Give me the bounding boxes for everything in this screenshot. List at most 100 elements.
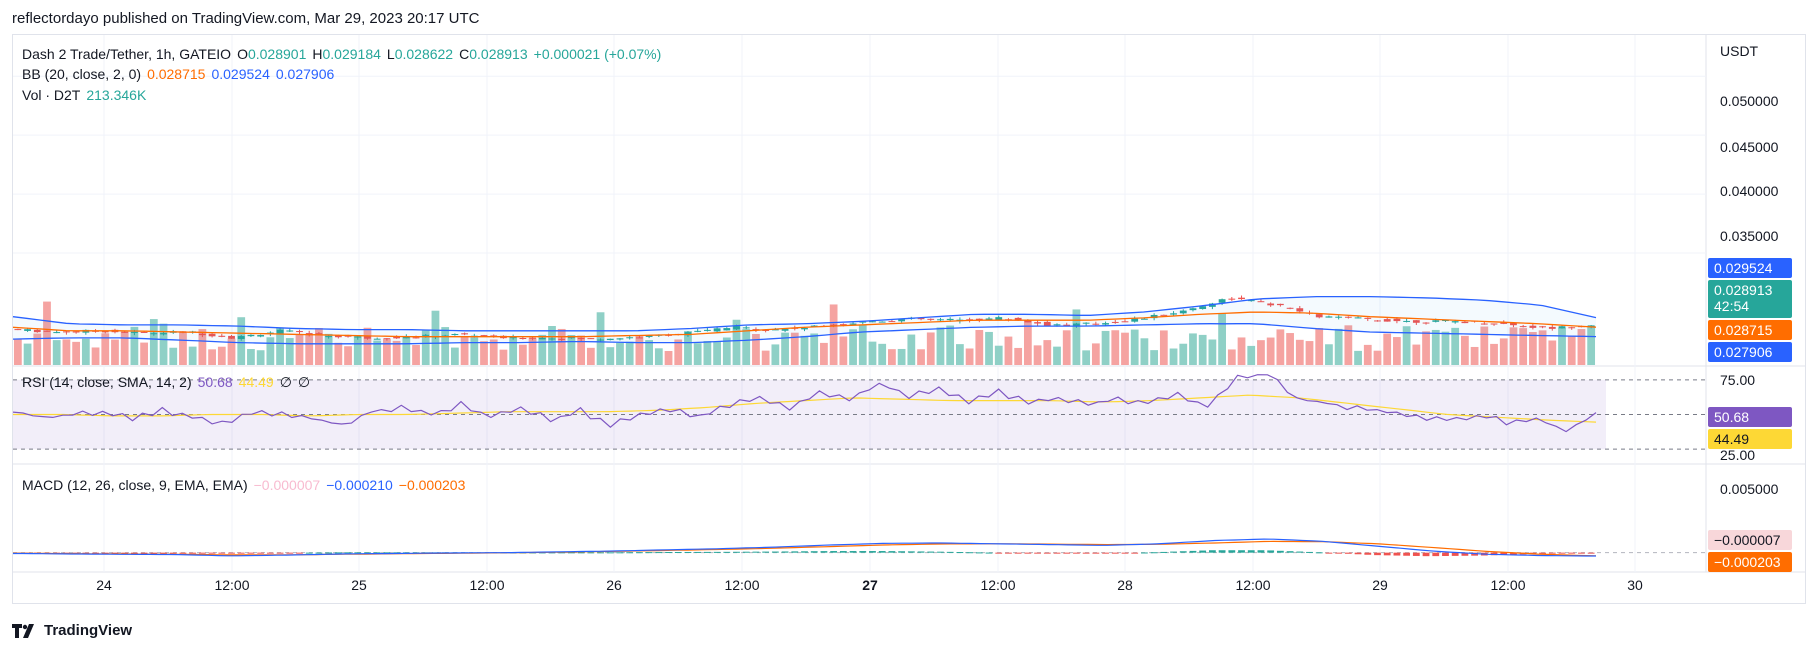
volume-bar xyxy=(1062,330,1071,365)
macd-hist-bar xyxy=(111,552,119,554)
volume-bar xyxy=(1334,328,1343,365)
macd-hist-bar xyxy=(1383,552,1391,556)
symbol-title[interactable]: Dash 2 Trade/Tether, 1h, GATEIO xyxy=(22,46,232,62)
volume-bar xyxy=(1363,344,1372,365)
rsi-label[interactable]: RSI (14, close, SMA, 14, 2) xyxy=(22,374,192,390)
macd-hist-bar xyxy=(393,552,401,554)
tradingview-brand[interactable]: TradingView xyxy=(12,622,132,639)
candle-body xyxy=(101,331,109,333)
volume-bar xyxy=(450,347,459,365)
candle-body xyxy=(742,327,750,329)
candle-body xyxy=(1500,322,1508,324)
volume-bar xyxy=(1412,344,1421,365)
macd-hist-bar xyxy=(208,552,216,554)
macd-hist-bar xyxy=(1208,550,1216,553)
candle-body xyxy=(237,336,245,339)
macd-hist-bar xyxy=(315,552,323,554)
bb-mid-line xyxy=(12,311,1597,338)
macd-label[interactable]: MACD (12, 26, close, 9, EMA, EMA) xyxy=(22,477,248,493)
candle-body xyxy=(1102,323,1109,325)
volume-bar xyxy=(528,338,537,365)
brand-name: TradingView xyxy=(44,622,133,639)
macd-hist-bar xyxy=(1092,552,1100,554)
candle-body xyxy=(985,318,993,320)
volume-bar xyxy=(1519,328,1528,365)
volume-bar xyxy=(625,341,634,365)
volume-bar xyxy=(188,346,197,365)
macd-hist-bar xyxy=(791,551,799,553)
volume-bar xyxy=(956,344,964,365)
macd-hist-bar xyxy=(878,551,886,553)
candle-body xyxy=(1558,326,1566,329)
bb-mid-badge: 0.028715 xyxy=(1708,320,1792,340)
symbol-legend: Dash 2 Trade/Tether, 1h, GATEIO O0.028901… xyxy=(22,46,667,62)
volume-bar xyxy=(13,339,22,365)
time-axis-label: 12:00 xyxy=(1490,577,1525,593)
price-tick: 0.040000 xyxy=(1720,183,1779,199)
volume-bar xyxy=(761,350,770,365)
candle-body xyxy=(888,321,896,323)
candle-body xyxy=(393,336,401,339)
time-axis-label: 12:00 xyxy=(724,577,759,593)
bb-upper-line xyxy=(12,295,1597,332)
macd-hist-bar xyxy=(1121,552,1129,554)
candle-body xyxy=(1432,320,1440,322)
candle-body xyxy=(228,335,235,339)
candle-body xyxy=(1393,318,1401,322)
volume-bar xyxy=(771,344,780,365)
volume-bar xyxy=(62,339,71,365)
volume-bar xyxy=(567,334,576,365)
chart-frame[interactable] xyxy=(12,34,1806,604)
macd-hist-bar xyxy=(1354,552,1362,555)
candle-body xyxy=(558,338,566,340)
candle-body xyxy=(995,317,1003,320)
volume-bar xyxy=(412,345,420,365)
rsi-legend: RSI (14, close, SMA, 14, 2) 50.68 44.49 ∅ ∅ xyxy=(22,374,316,391)
vol-label[interactable]: Vol · D2T xyxy=(22,87,81,103)
candle-body xyxy=(1247,300,1255,302)
rsi-empty-1: ∅ xyxy=(279,374,292,390)
volume-bar xyxy=(994,345,1003,365)
macd-hist-bar xyxy=(1374,552,1381,556)
candle-body xyxy=(1403,320,1411,322)
candle-body xyxy=(1014,317,1022,321)
candle-body xyxy=(1315,314,1323,318)
macd-hist-bar xyxy=(160,552,167,554)
candle-body xyxy=(286,330,294,332)
macd-hist-bar xyxy=(907,551,915,553)
low-value: 0.028622 xyxy=(394,46,454,62)
volume-bar xyxy=(1461,335,1469,365)
bb-upper-badge: 0.029524 xyxy=(1708,258,1792,278)
candle-body xyxy=(927,318,935,320)
candle-body xyxy=(1480,323,1488,325)
candle-body xyxy=(1529,325,1537,328)
macd-hist-bar xyxy=(1325,552,1333,554)
volume-bar xyxy=(878,343,887,365)
macd-hist-bar xyxy=(1364,552,1372,555)
volume-bar xyxy=(1140,338,1149,365)
candle-body xyxy=(529,337,536,339)
volume-bar xyxy=(1130,329,1139,365)
volume-bar xyxy=(693,343,702,365)
macd-hist-bar xyxy=(1267,550,1275,553)
candle-body xyxy=(713,328,721,332)
volume-bar xyxy=(548,326,556,365)
candle-body xyxy=(966,319,973,321)
volume-bar xyxy=(703,341,712,365)
macd-hist-bar xyxy=(1014,552,1022,554)
bb-label[interactable]: BB (20, close, 2, 0) xyxy=(22,66,142,82)
macd-hist-bar xyxy=(266,552,274,554)
volume-bar xyxy=(907,334,916,365)
macd-hist-bar xyxy=(1558,552,1566,554)
volume-bar xyxy=(1286,333,1294,365)
volume-bar xyxy=(1558,327,1566,365)
volume-bar xyxy=(1266,337,1275,365)
time-axis-label: 25 xyxy=(351,577,367,593)
candle-body xyxy=(257,335,265,337)
candle-body xyxy=(1568,327,1576,329)
macd-hist-bar xyxy=(703,551,711,553)
volume-bar xyxy=(1587,325,1596,365)
macd-hist-bar xyxy=(1276,550,1284,553)
candle-body xyxy=(325,336,333,338)
